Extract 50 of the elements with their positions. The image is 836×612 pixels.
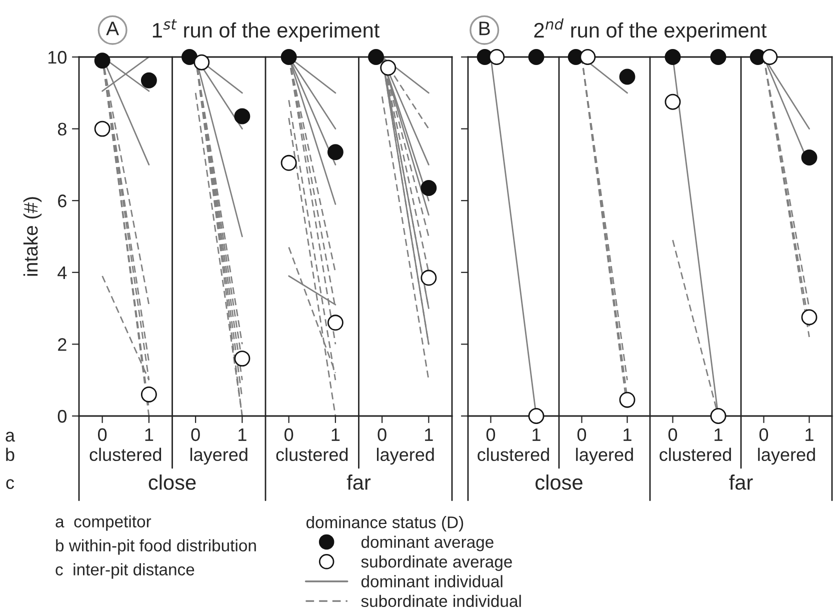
text: a	[6, 432, 16, 442]
text: b	[6, 448, 14, 462]
y-tick-label: 10	[48, 50, 66, 64]
text: layered	[190, 448, 248, 465]
x-tick-label: 0	[577, 428, 586, 442]
chart-title: 2$^{nd}$ run of the experiment	[534, 18, 767, 42]
y-tick-label: 4	[58, 266, 67, 279]
text: far	[729, 474, 753, 490]
x-tick-label: 0	[378, 428, 386, 442]
y-axis-title: intake (#)	[23, 197, 42, 276]
x-tick-label: 0	[98, 428, 107, 442]
y-tick-label: 2	[58, 338, 66, 351]
legend-label: subordinate average	[361, 555, 512, 571]
chart-title: 1$^{st}$ run of the experiment	[152, 19, 380, 42]
text: A	[106, 22, 120, 36]
text: B	[479, 22, 490, 36]
text: layered	[376, 448, 434, 465]
text: b within-pit food distribution	[56, 539, 256, 555]
text: far	[346, 474, 371, 490]
text: layered	[758, 448, 815, 465]
text: close	[148, 474, 196, 490]
text: layered	[576, 448, 633, 465]
x-tick-label: 1	[624, 428, 632, 441]
legend-label: dominant individual	[361, 575, 502, 588]
x-tick-label: 1	[145, 428, 154, 441]
x-tick-label: 1	[425, 428, 433, 441]
text: close	[536, 474, 582, 490]
text: clustered	[478, 448, 549, 462]
legend-label: subordinate individual	[361, 594, 521, 608]
text: a competitor	[56, 515, 152, 531]
y-tick-label: 0	[58, 410, 66, 423]
x-tick-label: 0	[486, 428, 496, 442]
legend-label: dominant average	[361, 536, 494, 552]
text: clustered	[660, 448, 731, 462]
text: c inter-pit distance	[56, 563, 194, 579]
x-tick-label: 0	[191, 428, 200, 442]
x-tick-label: 1	[332, 428, 340, 441]
x-tick-label: 0	[759, 428, 768, 442]
x-tick-label: 1	[714, 428, 722, 441]
y-tick-label: 8	[58, 122, 66, 136]
x-tick-label: 1	[238, 428, 246, 441]
text: clustered	[276, 448, 348, 462]
x-tick-label: 0	[284, 428, 294, 442]
x-tick-label: 1	[532, 428, 540, 441]
text: c	[6, 479, 14, 490]
y-tick-label: 6	[58, 194, 66, 208]
text: clustered	[90, 448, 162, 462]
x-tick-label: 0	[668, 428, 678, 442]
legend-title: dominance status (D)	[306, 516, 464, 532]
x-tick-label: 1	[806, 428, 814, 441]
